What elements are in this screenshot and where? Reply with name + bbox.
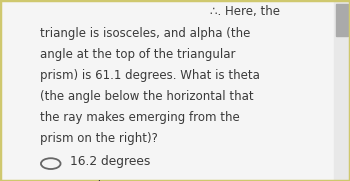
Text: triangle is isosceles, and alpha (the: triangle is isosceles, and alpha (the [40, 27, 251, 40]
Text: prism on the right)?: prism on the right)? [40, 132, 158, 146]
Text: 16.2 degrees: 16.2 degrees [70, 155, 150, 169]
Text: ∴. Here, the: ∴. Here, the [210, 5, 280, 18]
Text: angle at the top of the triangular: angle at the top of the triangular [40, 48, 236, 61]
Text: the ray makes emerging from the: the ray makes emerging from the [40, 111, 240, 124]
Text: prism) is 61.1 degrees. What is theta: prism) is 61.1 degrees. What is theta [40, 69, 260, 82]
Bar [334, 0, 350, 181]
Text: (the angle below the horizontal that: (the angle below the horizontal that [40, 90, 254, 103]
Bar [336, 4, 348, 36]
Text: 8.1 degrees: 8.1 degrees [70, 180, 143, 181]
